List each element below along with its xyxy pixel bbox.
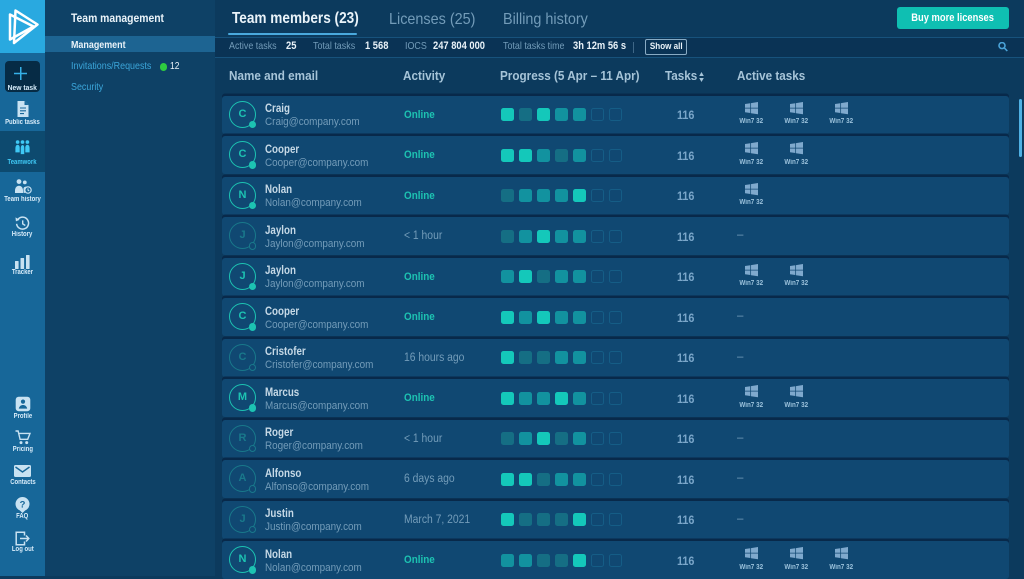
svg-text:?: ?: [20, 500, 26, 511]
